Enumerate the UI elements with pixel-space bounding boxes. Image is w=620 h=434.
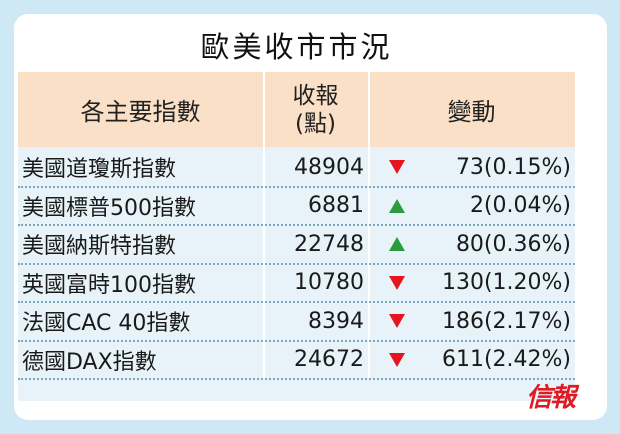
table-header: 各主要指數 收報 (點) 變動 — [18, 72, 575, 147]
index-change: 2(0.04%) — [469, 193, 571, 219]
index-name: 德國DAX指數 — [22, 349, 157, 375]
direction-indicator — [380, 275, 414, 290]
direction-indicator — [380, 160, 414, 175]
triangle-up-icon — [389, 198, 405, 213]
table-row: 美國標普500指數 6881 2(0.04%) — [18, 188, 575, 226]
index-change: 80(0.36%) — [455, 231, 571, 257]
table-row: 美國道瓊斯指數 48904 73(0.15%) — [18, 149, 575, 188]
header-close: 收報 (點) — [263, 72, 368, 147]
table-row: 英國富時100指數 10780 130(1.20%) — [18, 265, 575, 303]
title-bar: 歐美收市市況 — [18, 17, 575, 72]
table-row: 德國DAX指數 24672 611(2.42%) — [18, 342, 575, 380]
index-change: 611(2.42%) — [441, 347, 571, 373]
triangle-down-icon — [389, 160, 405, 175]
triangle-up-icon — [389, 237, 405, 252]
index-close: 10780 — [294, 270, 364, 296]
triangle-down-icon — [389, 352, 405, 367]
header-change: 變動 — [447, 98, 496, 126]
triangle-down-icon — [389, 314, 405, 329]
index-name: 美國標普500指數 — [22, 195, 196, 221]
direction-indicator — [380, 352, 414, 367]
table-body: 美國道瓊斯指數 48904 73(0.15%) 美國標普500指數 6881 2… — [18, 149, 575, 380]
direction-indicator — [380, 314, 414, 329]
index-close: 8394 — [308, 308, 364, 334]
index-close: 22748 — [294, 231, 364, 257]
index-name: 美國道瓊斯指數 — [22, 157, 177, 183]
header-index: 各主要指數 — [80, 98, 201, 126]
index-change: 186(2.17%) — [441, 308, 571, 334]
header-close-line1: 收報 — [292, 82, 339, 109]
index-name: 美國納斯特指數 — [22, 234, 177, 260]
index-name: 法國CAC 40指數 — [22, 311, 191, 337]
index-change: 130(1.20%) — [441, 270, 571, 296]
direction-indicator — [380, 198, 414, 213]
index-name: 英國富時100指數 — [22, 272, 196, 298]
index-change: 73(0.15%) — [455, 154, 571, 180]
index-close: 48904 — [294, 154, 364, 180]
index-close: 24672 — [294, 347, 364, 373]
direction-indicator — [380, 237, 414, 252]
index-close: 6881 — [308, 193, 364, 219]
triangle-down-icon — [389, 275, 405, 290]
newspaper-logo: 信報 — [525, 382, 576, 413]
page-title: 歐美收市市況 — [200, 29, 393, 64]
table-row: 法國CAC 40指數 8394 186(2.17%) — [18, 303, 575, 342]
table-row: 美國納斯特指數 22748 80(0.36%) — [18, 226, 575, 265]
header-close-line2: (點) — [295, 110, 336, 137]
